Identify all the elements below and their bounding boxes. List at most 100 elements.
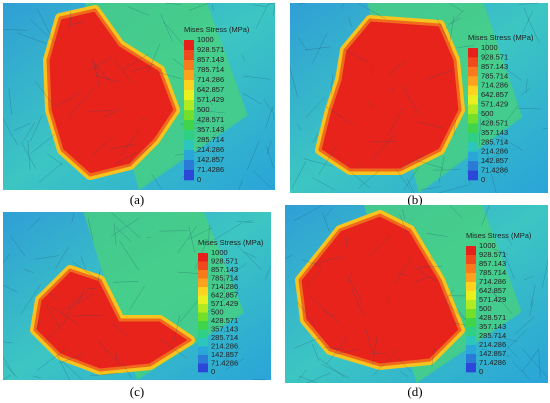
colorbar-band [466,345,476,355]
colorbar-band [198,261,208,271]
legend-label: 928.571 [479,250,506,259]
colorbar-band [466,246,476,256]
legend-label: 357.143 [197,125,224,134]
colorbar-band [198,270,208,279]
colorbar-band [198,304,208,313]
legend-label: 428.571 [197,115,224,124]
colorbar-band [198,295,208,305]
colorbar-band [468,85,478,96]
legend-label: 571.429 [479,295,506,304]
colorbar-band [184,60,194,71]
legend-label: 214.286 [481,147,508,156]
legend-label: 500 [479,304,492,313]
colorbar-band [466,318,476,328]
legend-label: 928.571 [481,52,508,61]
colorbar-band [198,338,208,347]
legend-label: 1000 [197,35,214,44]
colorbar-band [468,95,478,105]
legend-label: 214.286 [479,340,506,349]
legend-label: 642.857 [197,85,224,94]
colorbar-band [468,161,478,171]
colorbar-band [184,100,194,111]
mesh [2,211,272,381]
legend-title: Mises Stress (MPa) [198,238,264,247]
legend-label: 500 [197,105,210,114]
legend-label: 142.857 [197,155,224,164]
panel: Mises Stress (MPa)1000928.571857.143785.… [2,2,276,207]
legend-label: 857.143 [481,62,508,71]
legend-title: Mises Stress (MPa) [466,231,532,240]
colorbar-band [466,282,476,292]
legend-label: 928.571 [197,45,224,54]
colorbar-band [468,76,478,87]
colorbar-band [466,309,476,319]
legend-label: 0 [479,367,483,376]
legend-label: 714.286 [481,81,508,90]
colorbar-band [198,363,208,373]
colorbar-band [184,80,194,91]
legend-label: 0 [481,175,485,184]
legend-label: 785.714 [197,65,224,74]
colorbar-band [466,300,476,310]
stress-region [298,213,462,367]
panel: Mises Stress (MPa)1000928.571857.143785.… [284,204,549,399]
colorbar-band [198,329,208,339]
colorbar-band [184,160,194,171]
colorbar-band [198,287,208,296]
colorbar-band [198,355,208,364]
mesh [289,2,549,194]
colorbar-band [198,278,208,288]
colorbar-band [466,336,476,346]
legend-label: 285.714 [481,137,508,146]
legend-label: 214.286 [197,145,224,154]
panel: Mises Stress (MPa)1000928.571857.143785.… [289,2,549,207]
legend-label: 642.857 [479,286,506,295]
legend-label: 785.714 [481,71,508,80]
colorbar-band [468,132,478,143]
colorbar-band [184,40,194,51]
legend-label: 857.143 [211,265,238,274]
legend-label: 0 [211,367,215,376]
legend-label: 857.143 [479,259,506,268]
legend-label: 428.571 [479,313,506,322]
colorbar-band [184,170,194,181]
colorbar-band [466,291,476,301]
legend-label: 428.571 [481,118,508,127]
colorbar-band [468,142,478,153]
colorbar-band [466,255,476,265]
legend-label: 571.429 [211,299,238,308]
panel: Mises Stress (MPa)1000928.571857.143785.… [2,211,272,399]
colorbar-band [466,273,476,283]
legend-label: 500 [481,109,494,118]
caption: (d) [407,384,422,399]
legend-label: 500 [211,307,224,316]
legend-label: 71.4286 [197,165,224,174]
legend-label: 1000 [481,43,498,52]
caption: (a) [130,192,144,207]
caption: (b) [407,192,422,207]
colorbar-band [466,354,476,364]
legend-label: 714.286 [211,282,238,291]
colorbar-band [466,264,476,274]
legend-label: 142.857 [211,350,238,359]
caption: (c) [130,384,144,399]
colorbar-band [198,312,208,322]
colorbar-band [198,253,208,262]
colorbar-band [468,114,478,124]
legend-label: 785.714 [211,273,238,282]
legend-label: 357.143 [481,128,508,137]
legend-label: 142.857 [481,156,508,165]
legend-label: 714.286 [479,277,506,286]
legend-label: 285.714 [211,333,238,342]
colorbar-band [184,70,194,81]
colorbar-band [184,50,194,61]
colorbar-band [184,110,194,121]
colorbar-band [468,104,478,115]
legend-title: Mises Stress (MPa) [184,25,250,34]
colorbar-band [468,123,478,134]
legend-label: 428.571 [211,316,238,325]
legend-label: 928.571 [211,256,238,265]
colorbar-band [184,90,194,101]
legend-label: 642.857 [211,290,238,299]
